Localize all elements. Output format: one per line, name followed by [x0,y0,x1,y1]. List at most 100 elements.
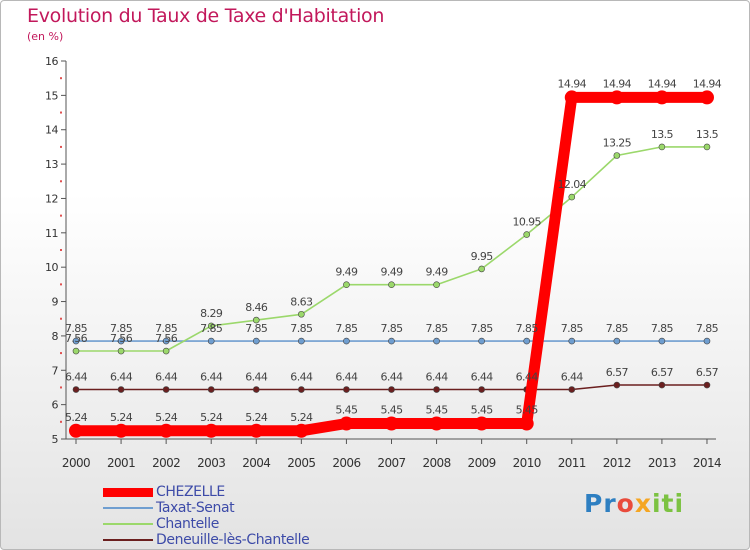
data-point [568,193,576,201]
x-tick-label: 2008 [422,456,450,470]
x-tick-label: 2003 [197,456,225,470]
data-label: 6.44 [426,371,449,384]
data-point [658,381,666,389]
data-point [298,337,305,345]
data-label: 5.24 [290,411,313,424]
y-minor-tick [60,214,62,217]
data-point [298,386,305,393]
data-point [433,386,440,393]
data-point [117,337,125,345]
data-label: 5.24 [200,411,223,424]
series-line [75,146,708,352]
data-label: 14.94 [558,77,587,90]
data-point [72,337,80,345]
legend-swatch [103,507,153,509]
data-point [252,316,260,324]
x-tick-label: 2011 [558,456,586,470]
x-tick-label: 2002 [152,456,180,470]
y-tick-label: 9 [52,296,59,309]
y-minor-tick [60,352,62,355]
data-label: 5.45 [471,404,494,417]
x-tick-label: 2013 [648,456,676,470]
proxiti-logo: Proxiti [584,489,685,518]
data-point [114,423,129,438]
data-point [699,90,714,105]
y-tick-label: 6 [52,399,59,412]
data-point [433,281,440,289]
data-point [204,423,219,438]
data-point [523,337,531,345]
data-label: 7.85 [696,322,719,335]
data-point [523,231,531,238]
data-label: 7.85 [290,322,313,335]
data-point [343,337,350,345]
data-label: 7.85 [245,322,268,335]
data-point [478,386,485,393]
data-point [343,386,350,393]
data-label: 9.95 [471,250,494,263]
data-point [207,322,215,330]
y-minor-tick [60,317,62,320]
data-point [294,423,309,438]
data-point [117,386,125,393]
data-label: 7.85 [155,322,178,335]
data-point [658,337,666,345]
data-point [478,337,485,345]
data-label: 7.85 [471,322,494,335]
data-point [69,423,83,438]
data-point [249,423,264,438]
y-tick-label: 8 [52,330,59,343]
x-tick-label: 2004 [242,456,270,470]
data-label: 6.44 [290,371,313,384]
data-point [658,143,666,151]
data-label: 8.63 [290,295,313,308]
data-label: 6.57 [606,366,629,379]
data-label: 12.04 [558,178,587,191]
data-label: 9.49 [380,266,403,279]
data-label: 6.44 [516,371,539,384]
data-label: 6.57 [696,366,719,379]
data-point [703,337,711,345]
data-label: 9.49 [335,266,358,279]
data-label: 8.29 [200,307,223,320]
data-point [162,386,170,393]
data-point [568,337,576,345]
data-point [703,143,711,151]
data-point [159,423,174,438]
data-label: 6.44 [561,371,584,384]
data-label: 5.24 [245,411,268,424]
data-point [207,386,215,393]
data-point [564,90,579,105]
y-tick-label: 5 [52,433,59,446]
data-label: 7.56 [155,332,178,345]
y-minor-tick [60,111,62,114]
data-point [568,386,576,393]
legend-label: Deneuille-lès-Chantelle [156,532,310,548]
y-tick-label: 10 [45,261,58,274]
data-point [343,281,350,289]
data-point [252,386,260,393]
data-label: 10.95 [512,216,541,229]
data-point [298,310,305,318]
y-minor-tick [60,283,62,286]
legend-label: CHEZELLE [156,484,225,500]
y-minor-tick [60,249,62,251]
data-label: 6.44 [155,371,178,384]
y-tick-label: 12 [45,192,58,205]
data-point [162,347,170,355]
data-point [613,381,621,389]
legend-item: CHEZELLE [103,484,225,500]
data-point [388,281,395,289]
data-label: 7.85 [561,322,584,335]
x-tick-label: 2006 [332,456,360,470]
data-label: 13.5 [651,128,674,141]
data-label: 5.45 [380,404,403,417]
data-label: 6.44 [335,371,358,384]
data-point [433,337,440,345]
legend-swatch [103,523,153,525]
y-tick-label: 13 [45,158,58,171]
data-label: 6.44 [245,371,268,384]
data-label: 7.85 [426,322,449,335]
data-label: 6.44 [200,371,223,384]
y-tick-label: 16 [45,55,58,68]
